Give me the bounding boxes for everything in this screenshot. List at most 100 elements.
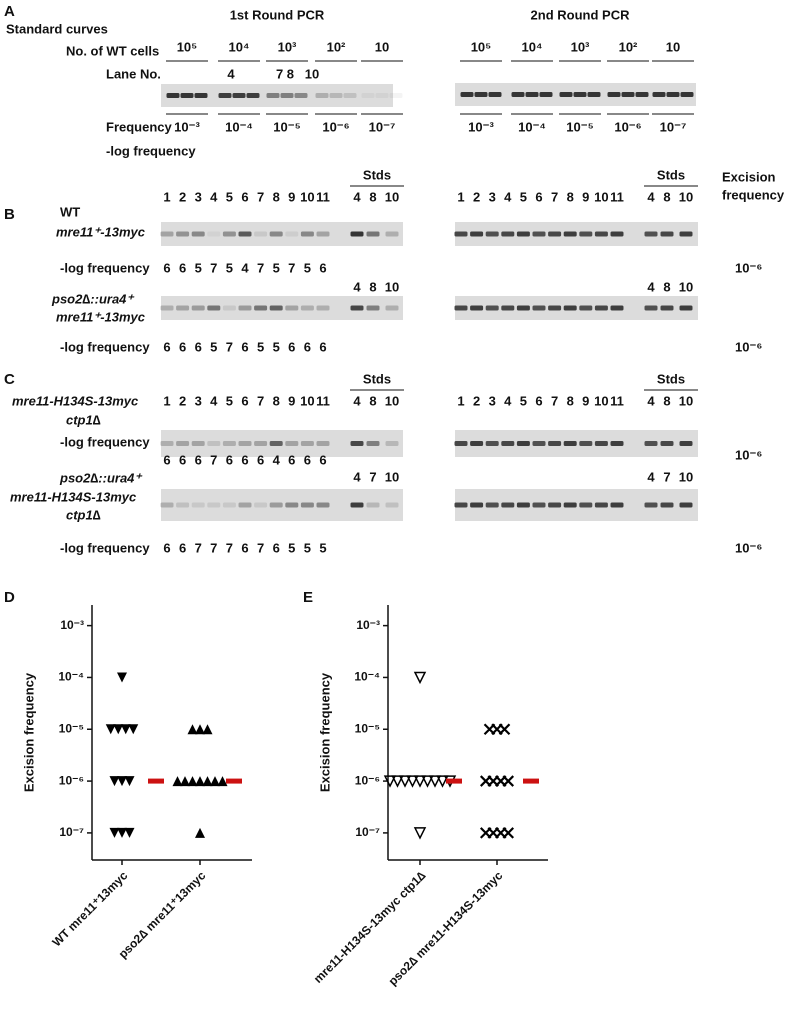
neglog-value: 7 (288, 260, 295, 275)
y-axis-label: Excision frequency (21, 672, 36, 792)
neglog-value: 5 (304, 540, 311, 555)
stds-label: Stds (657, 371, 685, 386)
neglog-value: 6 (319, 260, 326, 275)
lane-number: 8 (273, 189, 280, 204)
neglog-value: 6 (163, 260, 170, 275)
y-tick-label: 10⁻⁵ (59, 721, 84, 735)
lane-number: 6 (535, 393, 542, 408)
lane-number: 2 (473, 189, 480, 204)
neglog-value: 6 (179, 339, 186, 354)
gel-band (385, 441, 399, 446)
label: -log frequency (60, 434, 150, 449)
excision-frequency: 10⁻⁶ (735, 339, 762, 354)
gel-band (501, 305, 515, 311)
gel-band (501, 231, 515, 237)
strain-label: mre11-H134S-13myc (10, 489, 137, 504)
strain-label: pso2∆::ura4⁺ (59, 470, 143, 485)
gel-band (350, 502, 364, 508)
gel-band (579, 231, 593, 237)
gel-band (385, 231, 399, 237)
y-tick-label: 10⁻⁵ (355, 721, 380, 735)
y-tick-label: 10⁻³ (60, 618, 84, 632)
label: -log frequency (106, 143, 196, 158)
label: Lane No. (106, 66, 161, 81)
data-point (120, 724, 131, 735)
lane-number: 2 (179, 189, 186, 204)
gel-band (254, 441, 268, 446)
gel-band (587, 92, 601, 97)
gel-band (644, 502, 658, 508)
gel-band (254, 502, 268, 508)
y-axis-label: Excision frequency (317, 672, 332, 792)
neglog-value: 6 (241, 339, 248, 354)
lane-number: 1 (457, 393, 464, 408)
frequency: 10⁻⁷ (660, 119, 687, 134)
data-point (128, 724, 139, 735)
gel-band (470, 305, 484, 311)
data-point (413, 827, 427, 840)
std-lane: 4 (647, 393, 655, 408)
lane-number: 9 (582, 189, 589, 204)
gel-band (300, 231, 314, 237)
neglog-value: 4 (241, 260, 249, 275)
gel-band (525, 92, 539, 97)
gel-band (532, 231, 546, 237)
lane-number: 7 (257, 189, 264, 204)
data-point (109, 776, 120, 787)
data-point (113, 724, 124, 735)
gel-band (191, 305, 205, 311)
data-point (180, 776, 190, 787)
frequency: 10⁻⁵ (273, 119, 300, 134)
panel-label: D (4, 589, 15, 606)
gel-band (559, 92, 573, 97)
gel-band (610, 231, 624, 237)
neglog-value: 5 (288, 540, 295, 555)
cell-count: 10⁵ (471, 39, 492, 54)
lane-number: 11 (610, 393, 624, 408)
cell-count: 10 (666, 39, 680, 54)
gel-band (361, 93, 375, 98)
gel-band (285, 502, 299, 508)
column-header: frequency (722, 187, 785, 202)
gel-band (454, 502, 468, 508)
neglog-value: 6 (273, 540, 280, 555)
gel-band (222, 305, 236, 311)
neglog-value: 7 (226, 339, 233, 354)
lane-number: 5 (520, 393, 527, 408)
gel-band (375, 93, 389, 98)
std-lane: 4 (353, 189, 361, 204)
data-point (202, 724, 213, 735)
y-tick-label: 10⁻⁶ (59, 773, 84, 787)
gel-band (329, 93, 343, 98)
gel-band (594, 441, 608, 446)
lane-number: 7 (551, 393, 558, 408)
lane-number: 3 (489, 393, 496, 408)
neglog-value: 6 (304, 339, 311, 354)
std-lane: 10 (385, 189, 399, 204)
gel-band (238, 441, 252, 446)
neglog-value: 5 (319, 540, 326, 555)
gel-band (207, 502, 221, 508)
gel-band (516, 502, 530, 508)
gel-band (579, 305, 593, 311)
std-lane: 7 (369, 469, 376, 484)
lane-number: 1 (163, 393, 170, 408)
gel-band (679, 502, 693, 508)
gel-band (300, 305, 314, 311)
gel-band (207, 231, 221, 237)
lane-number: 7 (551, 189, 558, 204)
gel-band (222, 231, 236, 237)
data-point (117, 827, 127, 838)
strain-label: ctp1∆ (66, 507, 101, 522)
std-lane: 10 (679, 393, 693, 408)
cell-count: 10² (327, 39, 346, 54)
lane-number: 5 (226, 189, 233, 204)
gel-band (269, 231, 283, 237)
neglog-value: 5 (304, 260, 311, 275)
strain-label: mre11⁺-13myc (56, 309, 146, 324)
gel-band (579, 502, 593, 508)
y-tick-label: 10⁻⁷ (59, 825, 84, 839)
frequency: 10⁻⁷ (369, 119, 396, 134)
std-lane: 8 (369, 279, 376, 294)
gel-band (610, 305, 624, 311)
